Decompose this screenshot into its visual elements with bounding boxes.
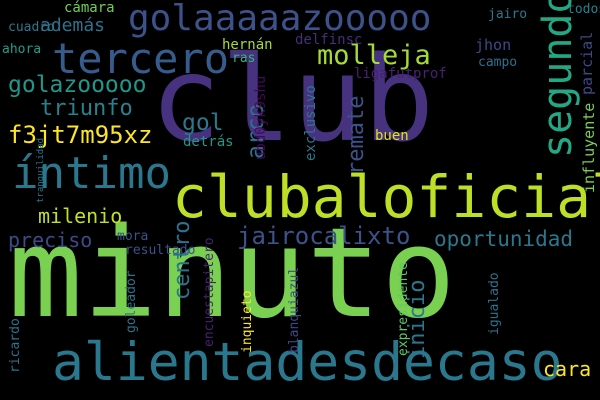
word-camara: cámara: [64, 0, 115, 16]
word-club: club: [150, 30, 435, 168]
word-molleja: molleja: [317, 40, 431, 71]
word-buen: buen: [375, 128, 409, 144]
word-tercero: tercero: [52, 34, 230, 83]
word-golazooooo: golazooooo: [8, 72, 147, 98]
word-milenio: milenio: [38, 204, 123, 228]
word-delfinsc: delfinsc: [295, 32, 363, 48]
word-ras: ras: [232, 51, 256, 66]
word-inquieto: inquieto: [240, 290, 255, 353]
word-gol: gol: [182, 110, 224, 136]
word-alientadesdecaso: alientadesdecaso: [52, 332, 563, 393]
word-oportunidad: oportunidad: [434, 227, 574, 251]
word-intimo: íntimo: [12, 148, 171, 199]
word-tranquilidad: tranquilidad: [36, 137, 46, 203]
word-jhon: jhon: [475, 36, 512, 54]
word-todos: todos: [567, 2, 600, 17]
word-preciso: preciso: [8, 228, 93, 252]
word-ahora: ahora: [2, 42, 42, 57]
word-minuto: minuto: [8, 202, 456, 346]
word-segundo: segundo: [535, 0, 581, 158]
word-jairo: jairo: [488, 7, 528, 22]
word-f3jt7m95xz: f3jt7m95xz: [8, 121, 153, 149]
word-ademas: además: [40, 15, 106, 36]
word-campo: campo: [478, 55, 518, 70]
word-golaaaaazooooo: golaaaaazooooo: [128, 0, 432, 39]
word-centro: centro: [170, 220, 195, 300]
word-cuadro: cuadro: [8, 20, 55, 35]
word-igualado: igualado: [487, 272, 502, 335]
word-cara: cara: [543, 357, 592, 381]
word-hernan: hernán: [222, 37, 273, 53]
word-expresidente: expresidente: [396, 262, 411, 356]
word-resultado: resultado: [125, 243, 196, 258]
word-triunfo: triunfo: [40, 96, 133, 121]
word-encuestapitero: encuestapitero: [202, 237, 217, 347]
word-ricardo: ricardo: [8, 318, 23, 373]
word-jairocalixto: jairocalixto: [237, 222, 411, 250]
word-influyente: influyente: [580, 102, 598, 193]
word-ligafutprof: ligafutprof: [354, 66, 447, 82]
word-mora: mora: [117, 229, 149, 244]
word-goleador: goleador: [124, 270, 139, 333]
word-remate: remate: [344, 95, 369, 175]
word-ubd0yk9shu: ubd0yk9shu: [253, 75, 269, 160]
word-detras: detrás: [183, 134, 234, 150]
word-clubaloficial: clubaloficial: [172, 163, 600, 231]
word-blanquiazul: blanquiazul: [287, 266, 302, 353]
word-exclusivo: exclusivo: [303, 85, 319, 161]
